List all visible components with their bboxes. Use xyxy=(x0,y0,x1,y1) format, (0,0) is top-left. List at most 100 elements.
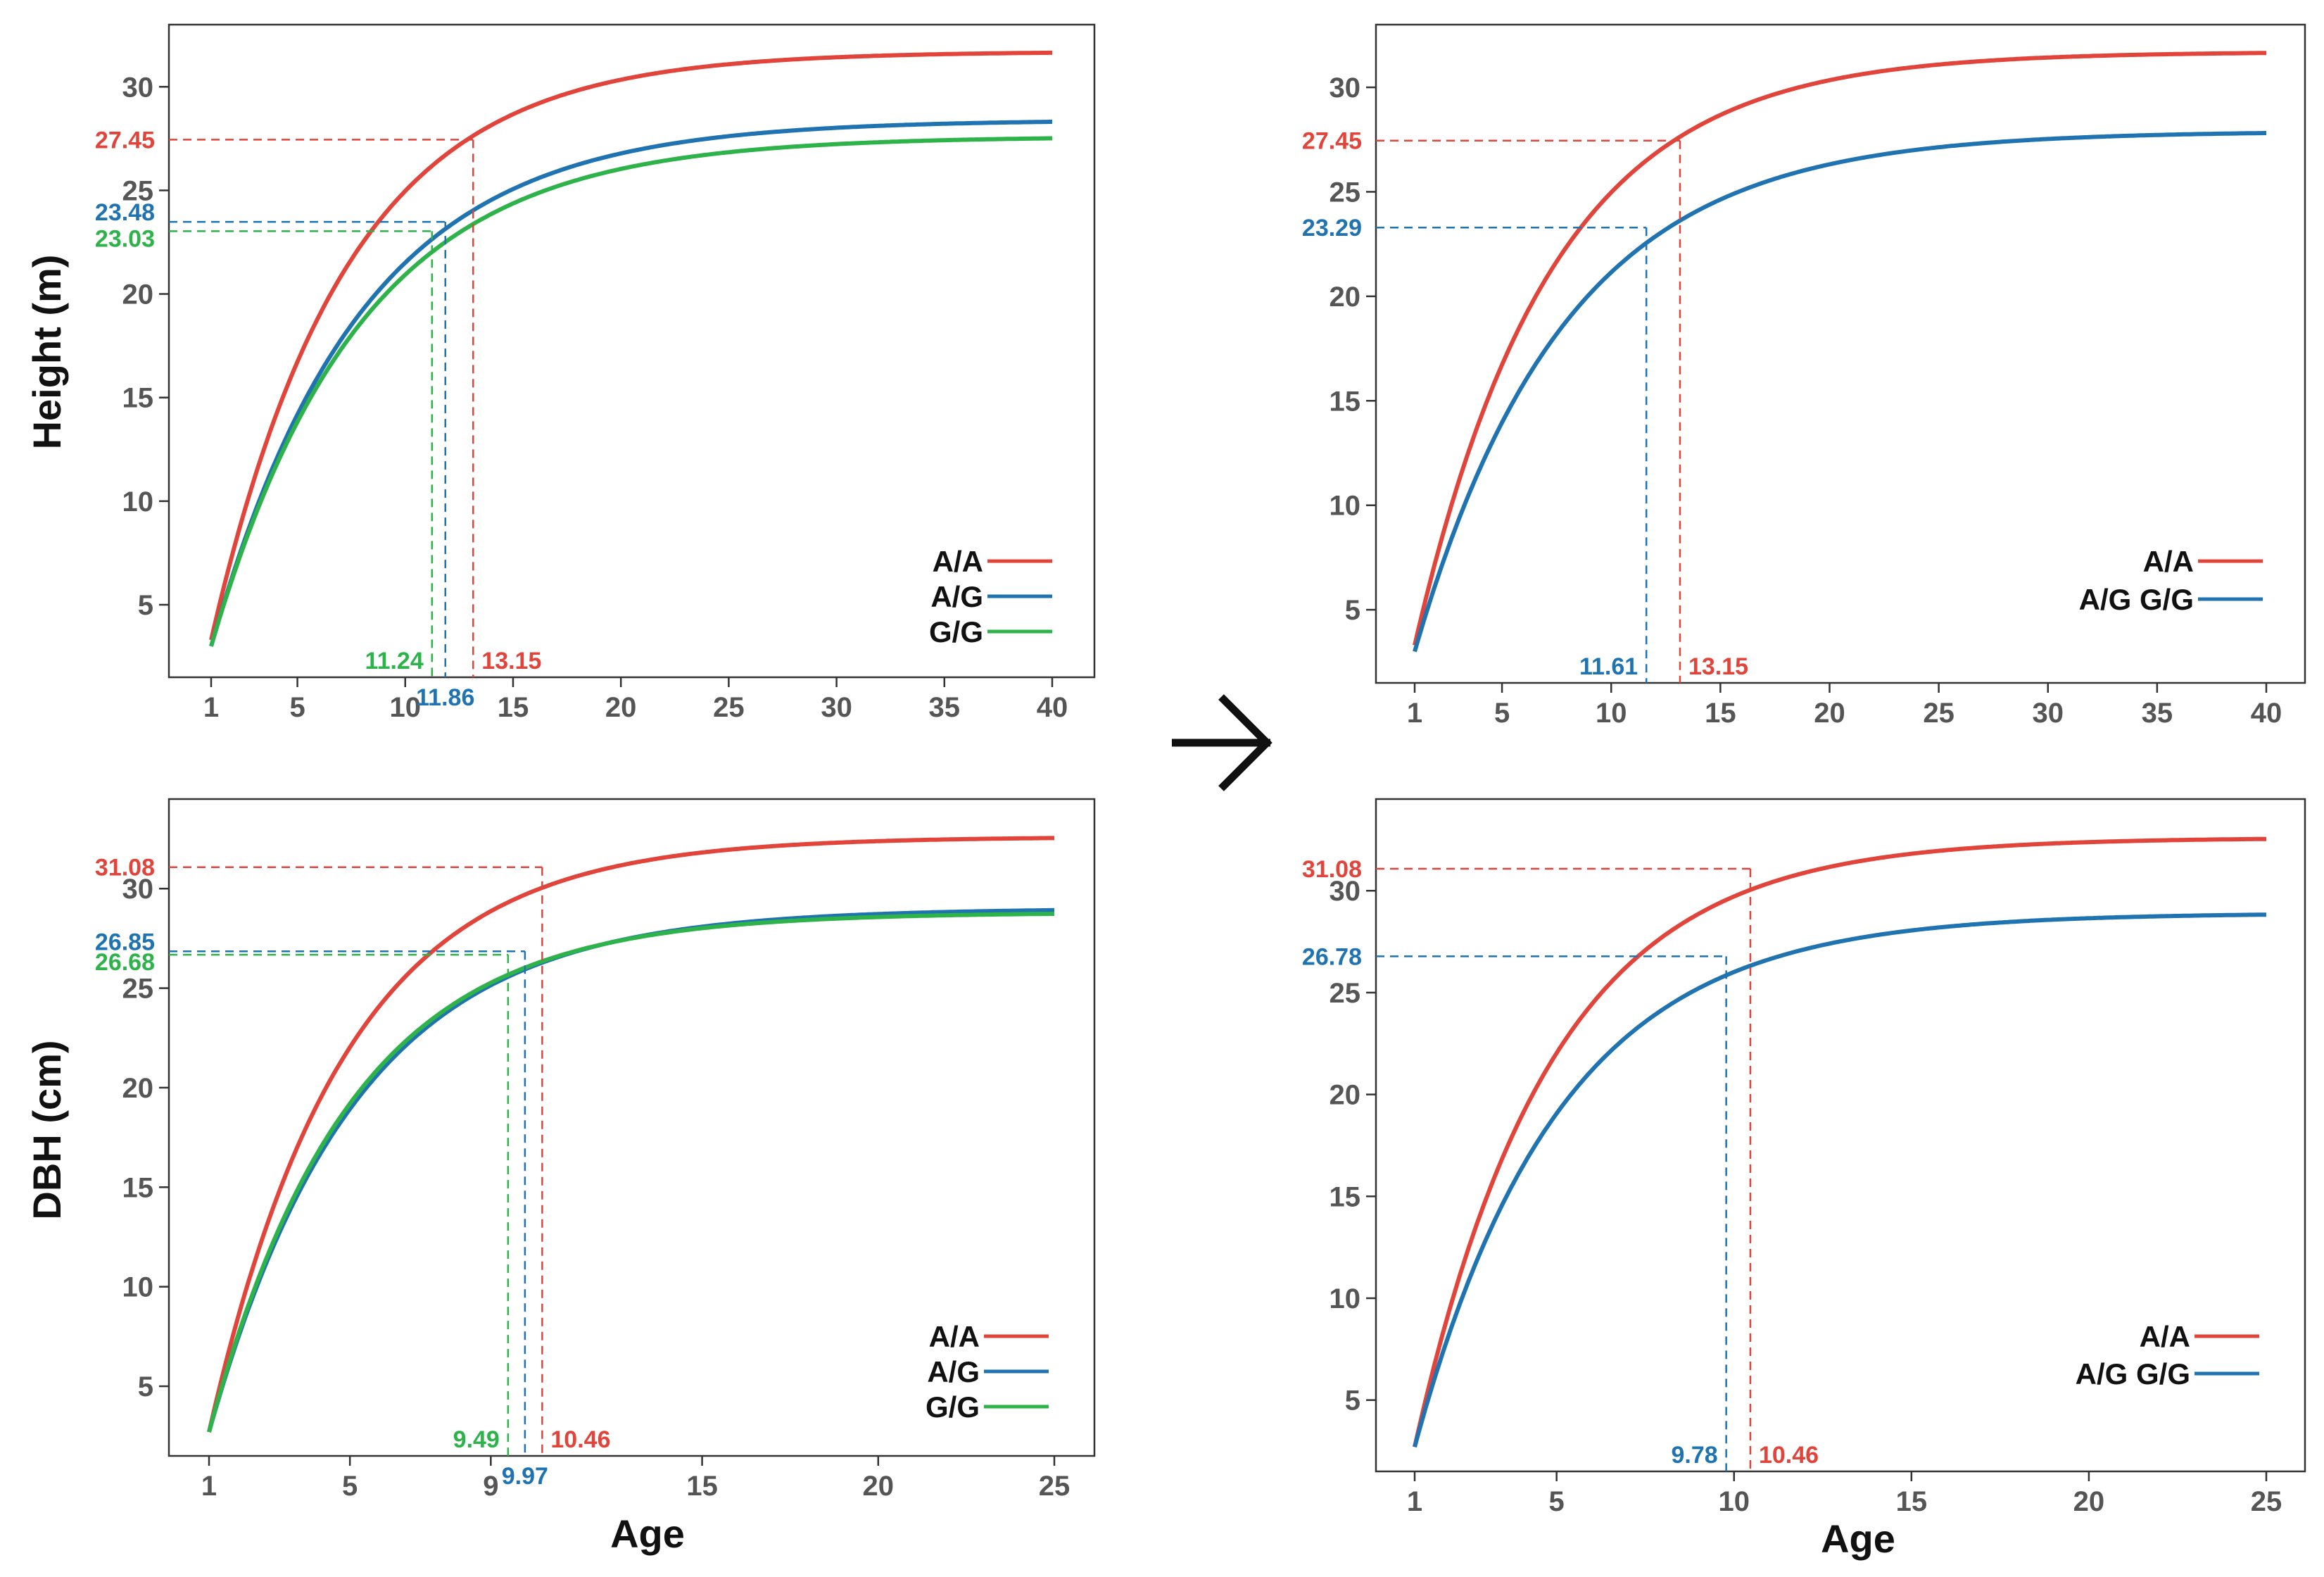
x-tick-label: 25 xyxy=(1039,1471,1071,1502)
x-tick-label: 15 xyxy=(686,1471,718,1502)
x-tick-label: 25 xyxy=(2251,1486,2282,1517)
y-tick-label: 15 xyxy=(122,1172,154,1203)
x-tick-label: 10 xyxy=(1596,698,1627,729)
annotation-x-label: 9.78 xyxy=(1671,1442,1717,1469)
x-tick-label: 1 xyxy=(1407,1486,1422,1517)
y-tick-label: 5 xyxy=(1345,595,1360,626)
x-tick-label: 15 xyxy=(1705,698,1736,729)
series-line-a-a xyxy=(1413,51,2267,646)
x-tick-label: 20 xyxy=(605,692,637,723)
legend-label: A/G G/G xyxy=(2076,1357,2190,1390)
annotation-y-label: 23.48 xyxy=(95,199,155,226)
annotation-y-label: 31.08 xyxy=(1302,856,1362,883)
y-tick-label: 10 xyxy=(122,486,154,517)
y-tick-label: 30 xyxy=(122,874,154,905)
annotation-y-label: 26.68 xyxy=(95,949,155,976)
legend-label: A/G G/G xyxy=(2079,583,2194,616)
x-tick-label: 20 xyxy=(1814,698,1845,729)
y-tick-label: 20 xyxy=(1330,1080,1361,1111)
row-label-dbh: DBH (cm) xyxy=(25,1040,69,1219)
annotation-y-label: 31.08 xyxy=(95,855,155,881)
y-tick-label: 25 xyxy=(122,175,154,206)
x-tick-label: 5 xyxy=(1549,1486,1565,1517)
x-tick-label: 30 xyxy=(821,692,852,723)
series-line-a-g xyxy=(209,120,1052,647)
y-tick-label: 25 xyxy=(1330,177,1361,208)
series-line-a-a xyxy=(1413,836,2266,1447)
x-tick-label: 10 xyxy=(1719,1486,1750,1517)
annotation-x-label: 11.61 xyxy=(1579,653,1638,680)
right-arrow-icon xyxy=(1172,694,1272,791)
legend: A/A A/G G/G xyxy=(2076,1320,2259,1390)
x-tick-label: 15 xyxy=(1896,1486,1928,1517)
annotation-x-label: 13.15 xyxy=(481,648,541,674)
y-tick-label: 25 xyxy=(122,974,154,1005)
x-tick-label: 1 xyxy=(201,1471,217,1502)
x-tick-label: 9 xyxy=(483,1471,498,1502)
legend-label: A/A xyxy=(929,1320,980,1353)
series-line-a-g-g-g xyxy=(1413,912,2266,1448)
x-tick-label: 10 xyxy=(390,692,422,723)
x-axis-label-right: Age xyxy=(1821,1516,1895,1561)
y-tick-label: 20 xyxy=(122,1073,154,1104)
y-tick-label: 30 xyxy=(1330,876,1361,907)
x-tick-label: 5 xyxy=(289,692,305,723)
legend-label: G/G xyxy=(926,1390,980,1424)
x-tick-label: 5 xyxy=(1494,698,1510,729)
series-line-a-a xyxy=(207,836,1054,1433)
y-tick-label: 20 xyxy=(1330,282,1361,313)
x-tick-label: 40 xyxy=(1037,692,1068,723)
y-tick-label: 15 xyxy=(1330,1181,1361,1212)
y-tick-label: 15 xyxy=(1330,386,1361,417)
y-tick-label: 5 xyxy=(1345,1386,1360,1416)
legend-label: G/G xyxy=(929,615,983,648)
legend: A/AA/GG/G xyxy=(929,545,1052,648)
annotation-y-label: 26.85 xyxy=(95,929,155,955)
annotation-x-label: 9.49 xyxy=(453,1426,500,1453)
x-tick-label: 20 xyxy=(863,1471,895,1502)
legend: A/AA/GG/G xyxy=(926,1320,1049,1424)
y-tick-label: 20 xyxy=(122,279,154,310)
x-tick-label: 35 xyxy=(929,692,961,723)
x-tick-label: 25 xyxy=(713,692,745,723)
annotation-x-label: 11.24 xyxy=(365,648,424,674)
y-tick-label: 15 xyxy=(122,383,154,414)
plot-frame xyxy=(1375,23,2306,684)
plot-frame xyxy=(168,23,1096,679)
annotation-y-label: 23.03 xyxy=(95,225,155,252)
y-tick-label: 30 xyxy=(1330,73,1361,103)
x-axis-label-left: Age xyxy=(610,1512,685,1556)
y-tick-label: 10 xyxy=(122,1272,154,1303)
y-tick-label: 5 xyxy=(138,590,153,621)
annotation-x-label: 13.15 xyxy=(1688,653,1748,680)
x-tick-label: 40 xyxy=(2251,698,2282,729)
series-line-g-g xyxy=(209,136,1053,647)
series-line-g-g xyxy=(207,912,1054,1433)
series-line-a-g xyxy=(207,907,1055,1433)
plot-frame xyxy=(1375,798,2306,1473)
annotation-y-label: 26.78 xyxy=(1302,943,1362,970)
x-tick-label: 30 xyxy=(2032,698,2064,729)
annotation-y-label: 27.45 xyxy=(1302,128,1362,155)
legend-label: A/A xyxy=(933,545,983,578)
annotation-x-label: 10.46 xyxy=(1759,1442,1819,1469)
y-tick-label: 10 xyxy=(1330,491,1361,522)
x-tick-label: 5 xyxy=(342,1471,358,1502)
y-tick-label: 25 xyxy=(1330,978,1361,1009)
x-tick-label: 15 xyxy=(498,692,529,723)
y-tick-label: 30 xyxy=(122,72,154,103)
series-line-a-g-g-g xyxy=(1413,131,2266,653)
x-tick-label: 35 xyxy=(2142,698,2173,729)
y-tick-label: 5 xyxy=(138,1371,153,1402)
y-tick-label: 10 xyxy=(1330,1283,1361,1314)
legend: A/A A/G G/G xyxy=(2079,545,2263,616)
legend-label: A/G xyxy=(930,580,983,613)
legend-label: A/G xyxy=(927,1355,980,1388)
annotation-x-label: 10.46 xyxy=(550,1426,610,1453)
x-tick-label: 25 xyxy=(1923,698,1954,729)
